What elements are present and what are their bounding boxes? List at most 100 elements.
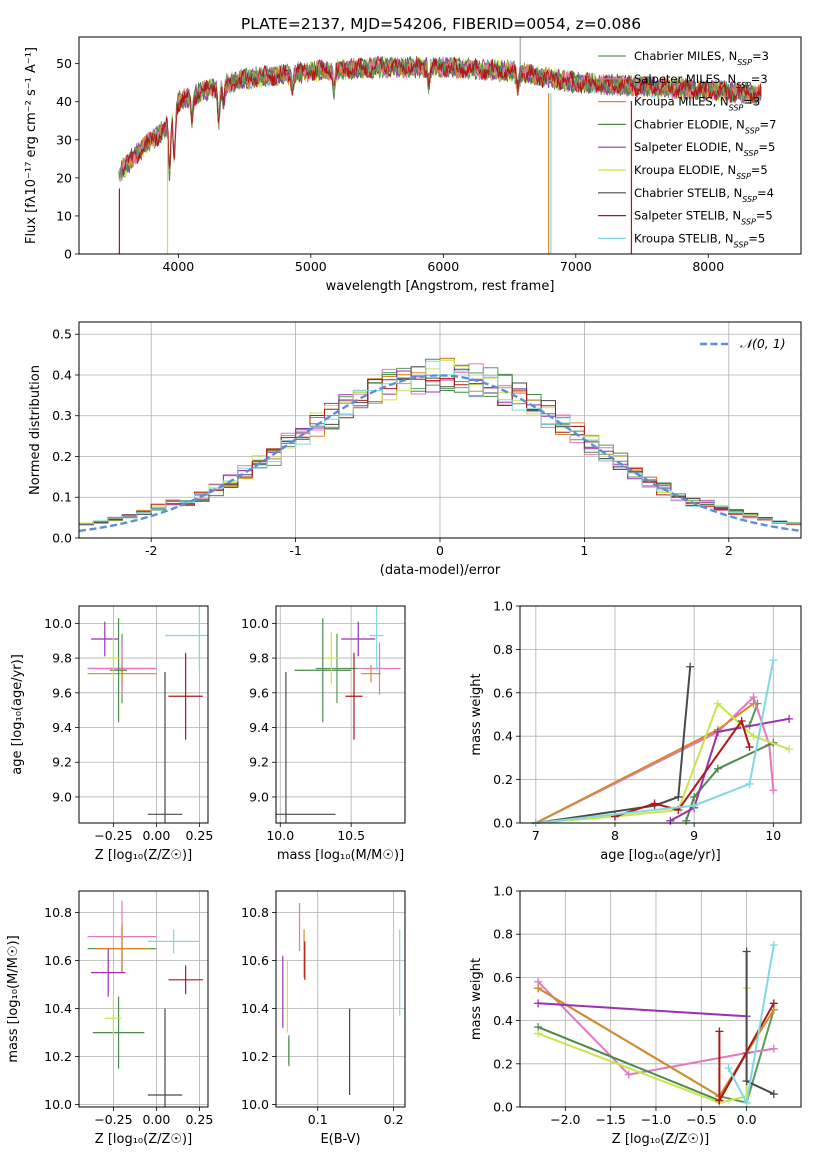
spectrum-ytick-label: 20 xyxy=(56,170,72,185)
weight-vs-Z-ytick-label: 0.2 xyxy=(493,1056,513,1071)
weight-vs-age-marker-8-1 xyxy=(690,801,699,810)
mass-vs-Z-ytick-label: 10.6 xyxy=(44,953,72,968)
weight-vs-age-marker-1-4 xyxy=(769,786,778,795)
age-vs-Z-point-2 xyxy=(87,665,157,683)
age-vs-mass-point-3 xyxy=(294,618,352,723)
age-vs-Z-axes: −0.25 0.00 0.25 9.0 9.2 9.4 9.6 9.8 10.0 Z [log₁₀… xyxy=(10,606,213,863)
weight-vs-Z-marker-1-3 xyxy=(769,1044,778,1053)
age-vs-mass-xtick-label: 10.0 xyxy=(266,828,294,843)
age-vs-mass-xlabel: mass [log₁₀(M/M☉)] xyxy=(277,848,404,863)
age-vs-mass-ytick-label: 10.0 xyxy=(241,616,269,631)
weight-vs-Z-marker-7-0 xyxy=(715,1027,724,1036)
residuals-ytick-label: 0.0 xyxy=(52,531,72,546)
spectrum-frame xyxy=(78,36,802,255)
weight-vs-Z-xtick-label: −0.5 xyxy=(686,1112,716,1127)
age-vs-Z-point-5 xyxy=(104,632,122,685)
residuals-legend: 𝒩(0, 1) xyxy=(700,336,786,351)
weight-vs-age-marker-5-3 xyxy=(713,699,722,708)
weight-vs-Z-marker-8-2 xyxy=(769,941,778,949)
age-vs-Z-point-7 xyxy=(168,652,203,740)
spectrum-ylabel: Flux [fλ10⁻¹⁷ erg cm⁻² s⁻¹ A⁻¹] xyxy=(24,47,39,244)
weight-vs-Z-marker-8-0 xyxy=(724,1064,733,1073)
spectrum-series-7 xyxy=(121,56,762,176)
weight-vs-age-xtick-label: 10 xyxy=(765,828,781,843)
mass-vs-Z-ytick-label: 10.2 xyxy=(44,1049,72,1064)
mass-vs-Z-point-4 xyxy=(91,948,126,997)
figure-title: PLATE=2137, MJD=54206, FIBERID=0054, z=0… xyxy=(241,15,641,33)
residuals-legend-label: 𝒩(0, 1) xyxy=(740,336,786,351)
legend-label-4: Salpeter ELODIE, NSSP=5 xyxy=(634,140,775,158)
weight-vs-age-ytick-label: 0.6 xyxy=(493,685,513,700)
weight-vs-age-marker-2-2 xyxy=(749,699,758,708)
weight-vs-Z-ytick-label: 0.6 xyxy=(493,970,513,985)
residuals-hist-8 xyxy=(79,360,801,525)
weight-vs-Z-marker-5-0 xyxy=(534,1029,543,1038)
age-vs-mass-point-5 xyxy=(324,632,339,685)
weight-vs-age-marker-7-4 xyxy=(745,743,754,752)
legend-label-5: Kroupa ELODIE, NSSP=5 xyxy=(634,163,768,181)
mass-vs-Z-axes: −0.25 0.00 0.25 10.0 10.2 10.4 10.6 10.8 Z [log₁… xyxy=(6,891,213,1147)
weight-vs-Z-ytick-label: 0.0 xyxy=(493,1100,513,1115)
age-vs-mass-ytick-label: 9.6 xyxy=(249,685,269,700)
residuals-ylabel: Normed distribution xyxy=(28,365,43,495)
weight-vs-Z-marker-6-0 xyxy=(742,947,751,956)
weight-vs-Z-marker-2-0 xyxy=(534,984,543,993)
age-vs-Z-ytick-label: 9.0 xyxy=(52,789,72,804)
age-vs-mass-point-1 xyxy=(358,642,401,695)
age-vs-mass-point-6 xyxy=(276,671,336,823)
spectrum-legend: Chabrier MILES, NSSP=3 Salpeter MILES, NS… xyxy=(598,49,776,249)
age-vs-mass-ytick-label: 9.0 xyxy=(249,789,269,804)
spectrum-ytick-label: 30 xyxy=(56,132,72,147)
spectrum-xtick-label: 5000 xyxy=(295,259,327,274)
mass-vs-Z-xtick-label: −0.25 xyxy=(94,1112,132,1127)
residuals-xlabel: (data-model)/error xyxy=(380,563,501,578)
mass-vs-EBV-xtick-label: 0.1 xyxy=(308,1112,328,1127)
mass-vs-Z-xtick-label: 0.00 xyxy=(142,1112,170,1127)
spectrum-axes: 4000 5000 6000 7000 8000 0 10 20 30 40 50 wavelengt… xyxy=(24,47,724,294)
age-vs-mass-xtick-label: 10.5 xyxy=(337,828,365,843)
weight-vs-age-marker-6-2 xyxy=(674,792,683,801)
spectrum-ytick-label: 40 xyxy=(56,94,72,109)
legend-label-0: Chabrier MILES, NSSP=3 xyxy=(634,49,769,67)
age-vs-Z-ytick-label: 9.2 xyxy=(52,755,72,770)
weight-vs-age-ytick-label: 0.0 xyxy=(493,816,513,831)
mass-vs-Z-ylabel: mass [log₁₀(M/M☉)] xyxy=(6,935,21,1062)
weight-vs-Z-marker-6-2 xyxy=(769,1090,778,1099)
age-vs-Z-xtick-label: 0.00 xyxy=(142,828,170,843)
mass-vs-EBV-ytick-label: 10.0 xyxy=(241,1097,269,1112)
weight-vs-age-ytick-label: 0.8 xyxy=(493,642,513,657)
mass-vs-EBV-ytick-label: 10.4 xyxy=(241,1001,269,1016)
legend-label-7: Salpeter STELIB, NSSP=5 xyxy=(634,209,773,227)
age-vs-Z-ytick-label: 10.0 xyxy=(44,616,72,631)
weight-vs-Z-ytick-label: 1.0 xyxy=(493,884,513,899)
weight-vs-Z-marker-1-1 xyxy=(624,1070,633,1079)
mass-vs-Z-ytick-label: 10.4 xyxy=(44,1001,72,1016)
mass-vs-EBV-xlabel: E(B-V) xyxy=(320,1132,360,1147)
age-vs-mass-point-8 xyxy=(369,606,384,671)
residuals-hist-6 xyxy=(79,366,801,526)
weight-vs-Z-ytick-label: 0.8 xyxy=(493,927,513,942)
weight-vs-age-marker-7-1 xyxy=(650,799,659,808)
weight-vs-age-marker-5-5 xyxy=(749,732,758,741)
weight-vs-Z-ylabel: mass weight xyxy=(469,958,484,1040)
legend-label-1: Salpeter MILES, NSSP=3 xyxy=(634,72,768,90)
weight-vs-age-series-8 xyxy=(535,660,775,824)
weight-vs-age-xlabel: age [log₁₀(age/yr)] xyxy=(600,848,721,863)
weight-vs-Z-frame xyxy=(519,890,802,1108)
spectrum-ytick-label: 10 xyxy=(56,208,72,223)
weight-vs-age-ytick-label: 1.0 xyxy=(493,599,513,614)
weight-vs-Z-series-1 xyxy=(537,981,774,1076)
mass-vs-EBV-ytick-label: 10.6 xyxy=(241,953,269,968)
mass-vs-Z-point-2 xyxy=(96,924,148,973)
weight-vs-Z-xtick-label: 0.0 xyxy=(737,1112,757,1127)
weight-vs-age-ytick-label: 0.4 xyxy=(493,729,513,744)
age-vs-Z-point-6 xyxy=(147,671,183,823)
mass-vs-EBV-frame xyxy=(275,890,406,1108)
weight-vs-age-marker-8-2 xyxy=(745,779,754,788)
age-vs-Z-ytick-label: 9.6 xyxy=(52,685,72,700)
spectrum-xtick-label: 6000 xyxy=(427,259,459,274)
weight-vs-age-axes: 7 8 9 10 0.0 0.2 0.4 0.6 0.8 1.0 age [log₁₀(age/yr… xyxy=(469,599,801,863)
weight-vs-age-marker-4-2 xyxy=(713,727,722,736)
weight-vs-age-series-6 xyxy=(535,666,692,824)
